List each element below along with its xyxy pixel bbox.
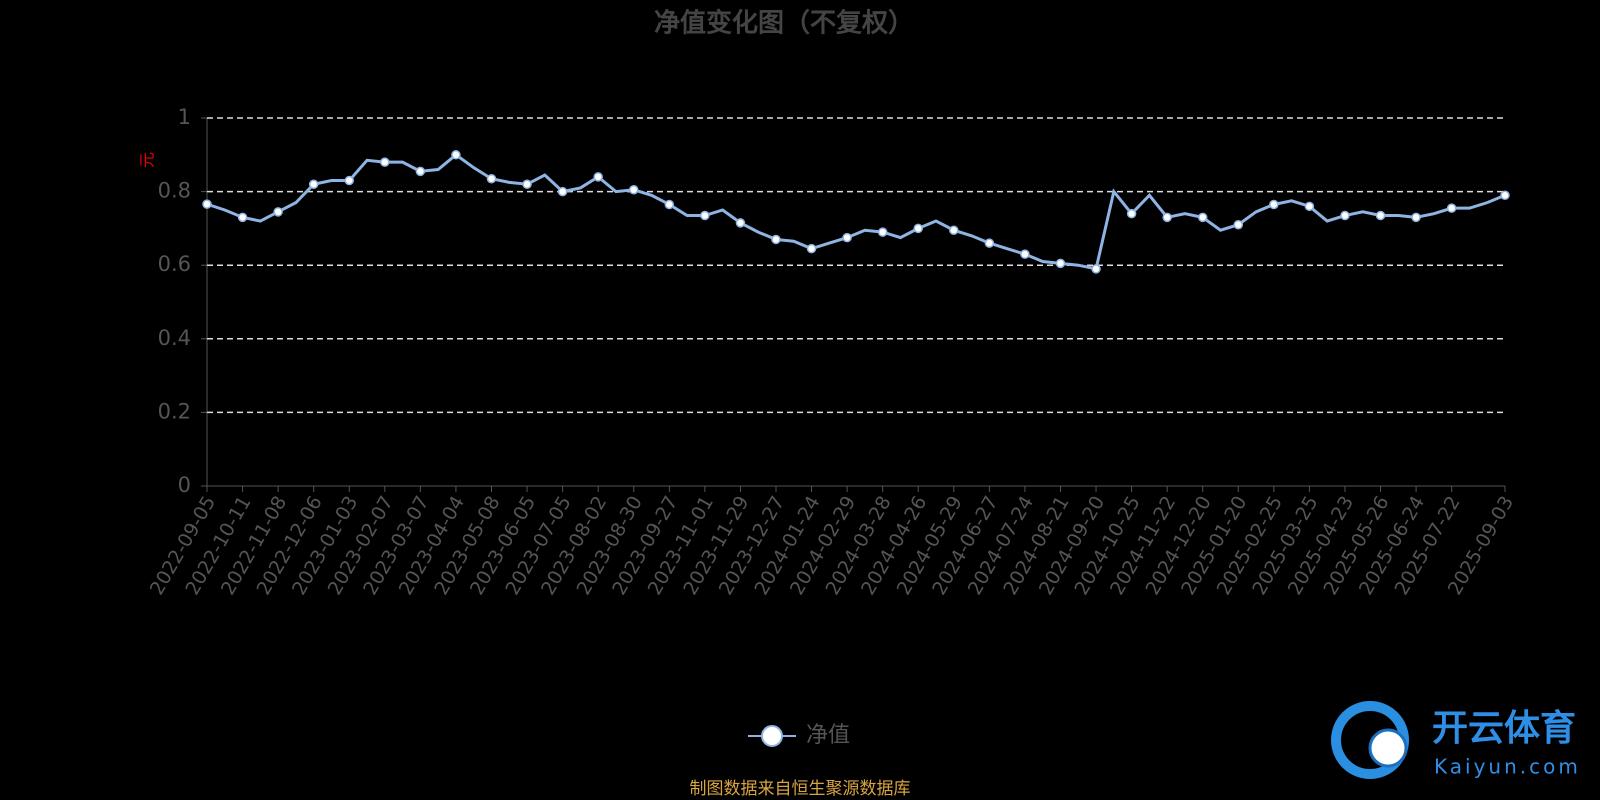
legend-label: 净值 <box>806 723 850 748</box>
logo-site: Kaiyun.com <box>1434 755 1581 779</box>
point <box>1162 212 1172 223</box>
y-tick-label: 0.6 <box>158 252 191 276</box>
point <box>806 243 817 254</box>
series-line <box>206 152 1506 271</box>
y-tick-label: 0.8 <box>158 179 191 203</box>
point <box>700 210 710 221</box>
point <box>1340 210 1350 221</box>
footer: 制图数据来自恒生聚源数据库 <box>690 779 911 799</box>
point <box>1197 212 1208 223</box>
point <box>913 223 923 234</box>
point <box>1304 201 1315 212</box>
point <box>1446 203 1457 213</box>
point <box>308 179 319 189</box>
y-tick-label: 0.4 <box>158 326 191 350</box>
y-tick-label: 1 <box>178 105 191 129</box>
point <box>877 227 888 237</box>
point <box>202 199 212 209</box>
point <box>273 207 283 217</box>
point <box>593 172 603 182</box>
logo-ball <box>1368 728 1408 768</box>
point <box>735 218 746 228</box>
point <box>1269 199 1279 210</box>
point <box>1091 264 1101 274</box>
point <box>1411 212 1421 223</box>
point <box>1055 258 1066 269</box>
point <box>771 234 781 245</box>
logo: 开云体育 Kaiyun.com <box>1331 701 1581 779</box>
point <box>628 185 639 195</box>
chart-title: 净值变化图（不复权） <box>654 8 914 39</box>
legend-marker <box>761 725 783 747</box>
point <box>522 179 532 189</box>
point <box>237 212 248 223</box>
point <box>486 173 497 184</box>
point <box>1126 208 1137 219</box>
point <box>949 225 959 235</box>
point <box>1500 190 1510 201</box>
point <box>1020 249 1030 259</box>
point <box>557 186 568 197</box>
point <box>451 150 461 160</box>
point <box>380 157 390 167</box>
y-tick-label: 0.2 <box>158 399 191 423</box>
point <box>1375 210 1386 221</box>
point <box>842 232 852 243</box>
point <box>664 199 675 210</box>
point <box>1233 219 1244 230</box>
y-tick-label: 0 <box>178 473 191 497</box>
legend: 净值 <box>748 723 850 748</box>
point <box>415 166 426 177</box>
point <box>344 175 354 186</box>
point <box>984 238 995 248</box>
y-axis-label: 元 <box>138 152 157 168</box>
logo-name: 开云体育 <box>1432 708 1576 749</box>
